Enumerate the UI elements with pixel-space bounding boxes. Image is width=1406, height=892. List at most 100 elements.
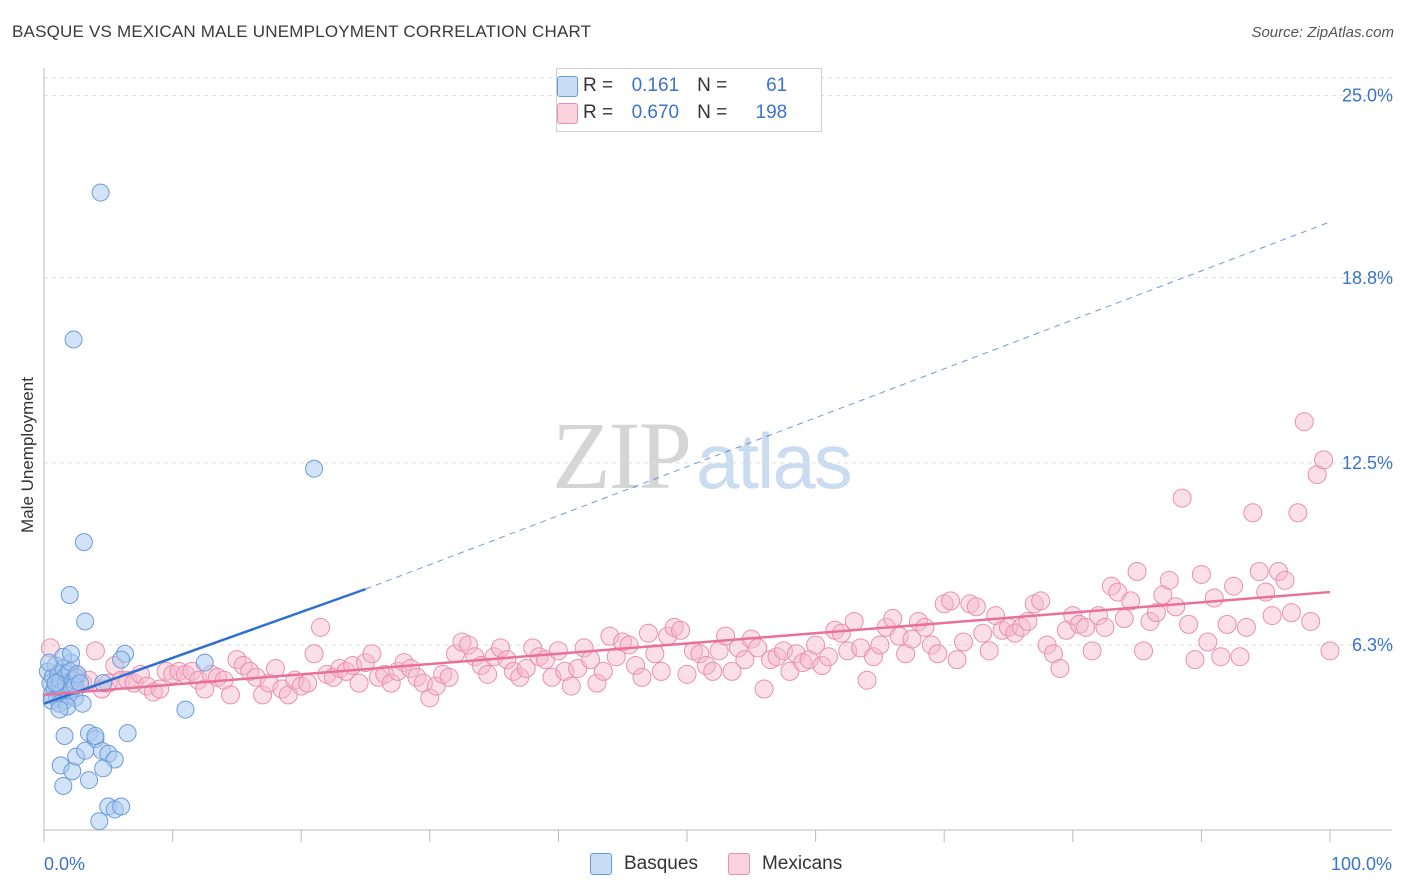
basques-point (54, 776, 73, 795)
legend-mexicans-swatch (727, 853, 750, 875)
mexicans-point (953, 632, 973, 652)
basques-point (118, 724, 137, 743)
x-tick-label: 0.0% (44, 854, 85, 874)
mexicans-point (619, 635, 639, 655)
basques-point (74, 533, 93, 552)
mexicans-points (40, 412, 1340, 708)
mexicans-point (1262, 606, 1282, 626)
mexicans-point (1095, 617, 1115, 637)
mexicans-point (593, 661, 613, 681)
mexicans-point (941, 591, 961, 611)
basques-point (46, 674, 65, 693)
mexicans-point (491, 638, 511, 658)
mexicans-point (1314, 450, 1334, 470)
basques-point (80, 771, 99, 790)
basques-r-value: 0.161 (631, 75, 680, 96)
mexicans-point (1172, 488, 1192, 508)
legend-mexicans-label: Mexicans (761, 853, 843, 874)
basques-point (62, 644, 81, 663)
mexicans-point (1166, 597, 1186, 617)
mexicans-point (1211, 647, 1231, 667)
mexicans-point (1121, 591, 1141, 611)
mexicans-point (831, 623, 851, 643)
stats-row-mexicans: R = 0.670 N = 198 (557, 100, 787, 126)
mexicans-point (1198, 632, 1218, 652)
mexicans-r-label: R = (583, 102, 614, 123)
mexicans-point (478, 664, 498, 684)
chart-title: BASQUE VS MEXICAN MALE UNEMPLOYMENT CORR… (12, 22, 592, 41)
mexicans-point (1191, 564, 1211, 584)
mexicans-point (1082, 641, 1102, 661)
mexicans-point (1134, 641, 1154, 661)
legend-item-mexicans[interactable]: Mexicans (727, 853, 843, 875)
mexicans-point (806, 635, 826, 655)
basques-point (64, 330, 83, 349)
legend-basques-label: Basques (624, 853, 698, 874)
basques-point (86, 727, 105, 745)
mexicans-point (1249, 562, 1269, 581)
mexicans-point (439, 667, 459, 687)
mexicans-point (1230, 647, 1250, 667)
trend-lines (43, 221, 1331, 705)
watermark: ZIPatlas (552, 400, 853, 511)
mexicans-point (381, 673, 401, 693)
mexicans-point (973, 623, 993, 643)
mexicans-point (979, 641, 999, 661)
y-tick-label: 25.0% (1342, 86, 1393, 106)
mexicans-point (220, 685, 240, 705)
mexicans-point (1127, 562, 1147, 581)
mexicans-point (542, 667, 562, 687)
mexicans-point (85, 641, 105, 661)
mexicans-point (671, 620, 691, 640)
mexicans-trend-line (43, 590, 1331, 697)
mexicans-point (773, 641, 793, 661)
basques-point (91, 183, 110, 202)
mexicans-point (844, 611, 864, 631)
mexicans-point (722, 661, 742, 681)
y-tick-label: 6.3% (1352, 635, 1393, 655)
mexicans-point (735, 650, 755, 670)
mexicans-point (420, 688, 440, 708)
basques-n-label: N = (697, 75, 728, 96)
basques-point (176, 700, 195, 719)
stats-legend: R = 0.161 N = 61 R = 0.670 N = 198 (556, 68, 822, 132)
mexicans-point (1288, 503, 1308, 523)
mexicans-point (1294, 412, 1314, 432)
basques-trend-extension (365, 221, 1331, 590)
basques-point (94, 759, 113, 778)
mexicans-point (587, 673, 607, 693)
mexicans-point (863, 647, 883, 667)
mexicans-point (902, 629, 922, 649)
basques-trend-line (43, 587, 366, 705)
grid-lines (44, 77, 1392, 646)
mexicans-point (1243, 503, 1263, 523)
mexicans-point (966, 597, 986, 617)
mexicans-r-value: 0.670 (631, 102, 680, 123)
tick-labels: 6.3% 12.5% 18.8% 25.0% 0.0% 100.0% (44, 86, 1393, 874)
mexicans-point (754, 679, 774, 699)
basques-n-value: 61 (766, 75, 788, 96)
source-label: Source: ZipAtlas.com (1251, 24, 1394, 41)
mexicans-point (1076, 617, 1096, 637)
mexicans-point (298, 673, 318, 693)
mexicans-point (690, 644, 710, 664)
mexicans-point (600, 626, 620, 646)
mexicans-swatch (557, 103, 578, 124)
mexicans-point (857, 670, 877, 690)
mexicans-point (677, 664, 697, 684)
y-tick-label: 18.8% (1342, 268, 1393, 288)
mexicans-point (304, 644, 324, 664)
basques-point (112, 650, 131, 669)
mexicans-point (915, 617, 935, 637)
legend-item-basques[interactable]: Basques (590, 853, 698, 875)
mexicans-point (516, 658, 536, 678)
watermark-atlas: atlas (696, 417, 853, 505)
basques-point (60, 586, 79, 604)
basques-point (112, 797, 131, 816)
mexicans-point (838, 641, 858, 661)
mexicans-point (253, 685, 273, 705)
mexicans-point (458, 635, 478, 655)
mexicans-point (818, 647, 838, 667)
mexicans-point (645, 644, 665, 664)
